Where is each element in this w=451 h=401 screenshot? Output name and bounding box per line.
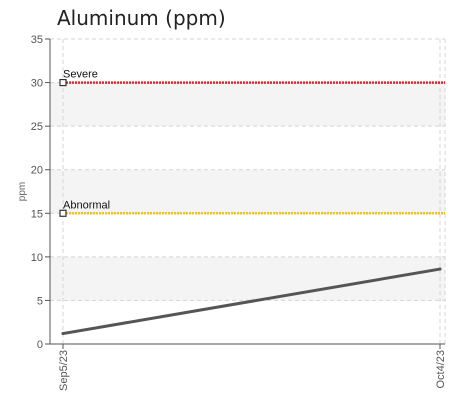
- y-tick-label-10: 10: [31, 252, 43, 264]
- y-tick-label-25: 25: [31, 121, 43, 133]
- y-axis-label: ppm: [17, 182, 28, 201]
- data-point-0-1: [438, 267, 442, 271]
- y-tick-label-5: 5: [37, 295, 43, 307]
- chart-title: Aluminum (ppm): [57, 6, 226, 30]
- data-point-0-0: [61, 332, 65, 336]
- x-tick-label-0: Sep5/23: [58, 350, 70, 391]
- threshold-marker-severe: [59, 78, 67, 87]
- threshold-marker-abnormal: [59, 209, 67, 217]
- y-tick-label-0: 0: [37, 339, 43, 351]
- y-tick-label-30: 30: [31, 78, 43, 90]
- threshold-label-abnormal: Abnormal: [63, 199, 110, 211]
- band-2: [50, 82, 445, 127]
- threshold-label-severe: Severe: [63, 69, 98, 81]
- band-1: [50, 169, 445, 214]
- y-tick-label-20: 20: [31, 165, 43, 177]
- y-tick-label-35: 35: [31, 34, 43, 46]
- x-tick-label-1: Oct4/23: [435, 350, 447, 389]
- y-tick-label-15: 15: [31, 208, 43, 220]
- series-line-0: [61, 267, 442, 336]
